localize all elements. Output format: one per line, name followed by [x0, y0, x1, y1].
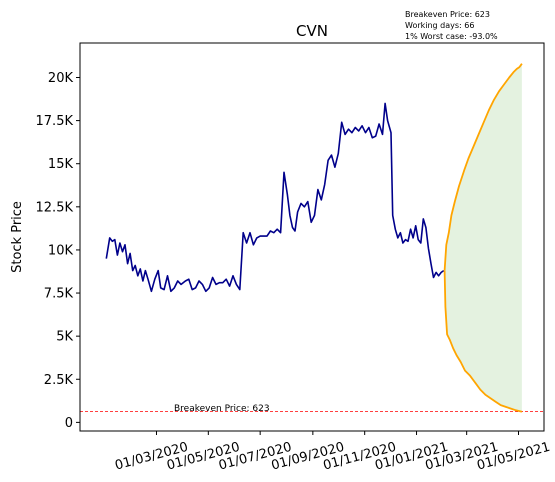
projection-fill [444, 63, 522, 412]
plot-frame [79, 42, 545, 432]
projection-lower-line [443, 270, 523, 413]
x-axis: 01/03/202001/05/202001/07/202001/09/2020… [113, 431, 552, 474]
y-tick-label: 7.5K [44, 287, 74, 302]
y-tick-label: 20K [48, 71, 74, 86]
projection-upper-line [443, 63, 523, 271]
y-tick-label: 17.5K [36, 114, 74, 129]
series-layer [105, 63, 523, 413]
y-tick-label: 10K [48, 243, 74, 258]
annotation-working-days: Working days: 66 [405, 21, 474, 30]
annotation-worst-case: 1% Worst case: -93.0% [405, 32, 498, 41]
y-axis: 0 2.5K 5K 7.5K 10K 12.5K 15K 17.5K 20K [36, 71, 80, 431]
y-tick-label: 0 [65, 416, 73, 431]
annotation-breakeven: Breakeven Price: 623 [405, 10, 490, 19]
projection-band [444, 63, 522, 412]
y-tick-label: 2.5K [44, 373, 74, 388]
y-tick-label: 12.5K [36, 200, 74, 215]
chart-title: CVN [296, 22, 328, 40]
breakeven-label: Breakeven Price: 623 [174, 404, 270, 414]
price-history-line [105, 102, 445, 293]
y-tick-label: 15K [48, 157, 74, 172]
y-tick-label: 5K [56, 330, 73, 345]
summary-annotation: Breakeven Price: 623 Working days: 66 1%… [405, 10, 498, 41]
y-axis-label: Stock Price [10, 201, 25, 273]
